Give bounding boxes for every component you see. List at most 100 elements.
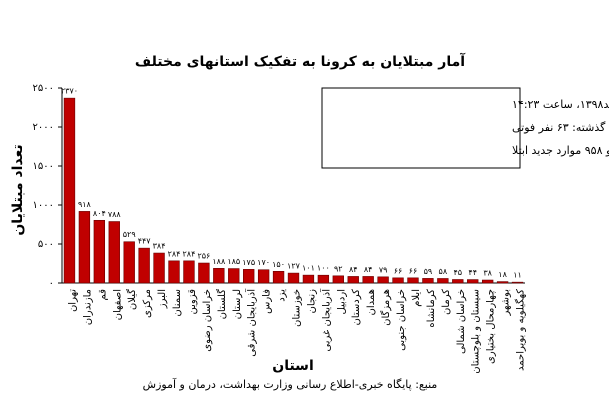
x-tick-label: قزوین xyxy=(187,289,198,315)
y-axis-label: تعداد مبتلایان xyxy=(10,144,26,235)
x-tick-label: خراسان جنوبی xyxy=(396,289,407,351)
value-label: ۴۴ xyxy=(468,268,477,277)
value-label: ۸۰۴ xyxy=(93,209,106,218)
x-tick-label: چهارمحال بختیاری xyxy=(486,289,497,364)
value-label: ۲۸۴ xyxy=(168,249,181,258)
value-label: ۵۹ xyxy=(424,267,433,276)
bar xyxy=(228,268,240,284)
value-label: ۹۱۸ xyxy=(78,200,92,209)
bar xyxy=(362,276,374,284)
y-tick-label: ۲۰۰۰ xyxy=(33,122,54,133)
x-tick-label: گیلان xyxy=(126,289,138,310)
x-tick-label: ایلام xyxy=(411,289,422,307)
bar xyxy=(407,277,419,284)
bar xyxy=(452,279,464,284)
bar xyxy=(422,278,434,284)
value-label: ۱۲۷ xyxy=(287,262,301,271)
bar xyxy=(332,275,344,284)
y-tick-label: ۵۰۰ xyxy=(38,239,54,250)
x-tick-label: زنجان xyxy=(306,289,317,314)
x-tick-label: یزد xyxy=(277,289,288,302)
x-tick-label: سیستان و بلوچستان xyxy=(471,289,482,374)
value-label: ۲۳۷۰ xyxy=(61,87,78,96)
value-label: ۳۸۴ xyxy=(153,242,166,251)
value-label: ۶۶ xyxy=(409,266,418,275)
bar xyxy=(496,281,509,284)
value-label: ۱۷۵ xyxy=(242,258,255,267)
x-tick-label: اردبیل xyxy=(336,289,347,314)
value-label: ۶۶ xyxy=(394,266,403,275)
x-tick-label: سمنان xyxy=(172,289,183,317)
y-tick-label: ۱۰۰۰ xyxy=(33,200,54,211)
value-label: ۴۵ xyxy=(453,268,462,277)
x-axis-label: استان xyxy=(272,358,314,374)
bar xyxy=(153,252,165,284)
bar xyxy=(347,276,359,284)
value-label: ۱۱ xyxy=(513,271,522,280)
bar xyxy=(392,277,404,284)
x-tick-label: خوزستان xyxy=(292,289,303,327)
value-label: ۳۸ xyxy=(483,269,492,278)
x-tick-label: مازندران xyxy=(82,289,93,325)
info-box xyxy=(321,87,521,169)
source: منبع: پایگاه خبری-اطلاع رسانی وزارت بهدا… xyxy=(143,377,438,391)
x-tick-label: اصفهان xyxy=(112,289,123,320)
x-tick-label: خراسان شمالی xyxy=(456,289,467,354)
y-tick-label: ۱۵۰۰ xyxy=(33,161,54,172)
bar xyxy=(437,278,449,284)
value-label: ۷۹ xyxy=(379,265,388,274)
bar xyxy=(467,279,479,284)
x-tick-label: لرستان xyxy=(232,289,243,319)
value-label: ۵۸ xyxy=(439,267,448,276)
value-label: ۴۴۷ xyxy=(138,237,152,246)
annotation: و ۹۵۸ موارد جدید ابتلا xyxy=(512,144,609,157)
annotation: تاریخ ارائه:۲۱ اسفند۱۳۹۸، ساعت ۱۴:۲۳ xyxy=(512,98,609,111)
bar xyxy=(317,274,330,284)
value-label: ۸۴ xyxy=(349,265,358,274)
x-tick-label: کهگیلویه و بویراحمد xyxy=(515,289,527,371)
x-tick-label: گلستان xyxy=(216,289,228,320)
bar xyxy=(257,269,270,284)
value-label: ۱۸۵ xyxy=(227,257,240,266)
x-tick-label: کرمانشاه xyxy=(426,289,437,328)
x-tick-label: البرز xyxy=(157,289,168,309)
bar xyxy=(243,269,255,284)
x-tick-label: هرمزگان xyxy=(380,289,392,326)
value-label: ۲۸۴ xyxy=(183,249,196,258)
bar xyxy=(272,270,285,284)
bar xyxy=(93,219,106,284)
bar xyxy=(78,211,91,284)
x-tick-label: خراسان رضوی xyxy=(202,289,213,352)
x-tick-label: کرمان xyxy=(441,289,452,315)
value-label: ۱۵۰ xyxy=(272,260,285,269)
y-tick-label: ۰ xyxy=(49,278,54,289)
bar xyxy=(198,262,210,284)
annotation: در ۲۴ ساعت گذشته: ۶۳ نفر فوتی xyxy=(512,121,609,134)
bar xyxy=(213,268,225,284)
value-label: ۸۴ xyxy=(364,265,373,274)
bar xyxy=(123,241,135,284)
x-tick-label: فارس xyxy=(262,289,273,314)
bar xyxy=(138,247,150,284)
value-label: ۷۸۸ xyxy=(108,210,122,219)
bar xyxy=(108,221,120,284)
x-tick-label: قم xyxy=(97,289,108,301)
value-label: ۲۵۶ xyxy=(197,252,210,261)
value-label: ۹۲ xyxy=(334,264,343,273)
x-tick-label: بوشهر xyxy=(501,289,512,316)
x-tick-label: مرکزی xyxy=(142,289,153,318)
bar xyxy=(183,260,195,284)
value-label: ۱۸۸ xyxy=(212,257,226,266)
x-tick-label: آذربایجان شرقی xyxy=(245,288,258,357)
x-tick-label: کردستان xyxy=(351,289,362,326)
chart-title: آمار مبتلایان به کرونا به تفکیک استانهای… xyxy=(135,52,466,70)
x-tick-label: همدان xyxy=(366,289,377,315)
bar xyxy=(511,281,524,284)
bar xyxy=(287,272,300,284)
value-label: ۱۰۱ xyxy=(302,264,315,273)
x-tick-label: تهران xyxy=(67,289,78,312)
bar xyxy=(377,276,389,284)
value-label: ۵۲۹ xyxy=(123,230,136,239)
x-tick-label: آذربایجان غربی xyxy=(319,288,332,352)
